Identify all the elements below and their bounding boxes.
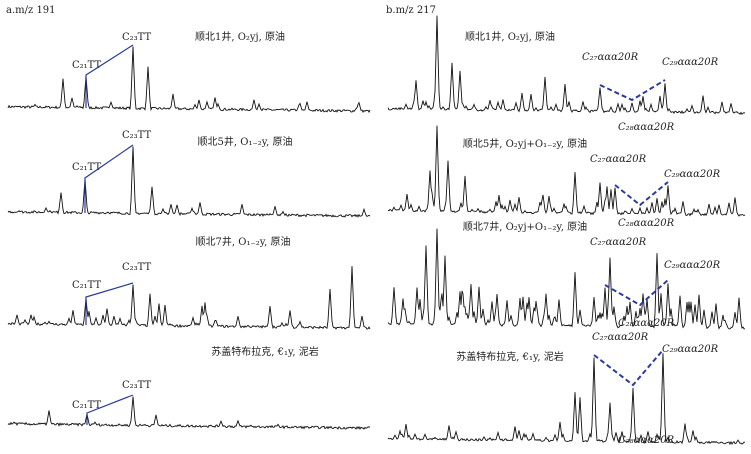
peak-label: C₂₇ααα20R (582, 52, 639, 63)
peak-label: C₂₉ααα20R (664, 169, 721, 180)
chromatogram (387, 353, 746, 446)
connector (86, 394, 134, 425)
chromatogram (387, 125, 746, 217)
connector (85, 44, 134, 108)
connector (593, 349, 664, 387)
panel-label: a.m/z 191 (6, 5, 56, 16)
connector (599, 79, 666, 102)
trace-title: 顺北7井, O₂yj+O₁₋₂y, 原油 (463, 220, 587, 233)
peak-label: C₂₈ααα20R (618, 218, 675, 229)
trace-title: 顺北5井, O₂yj+O₁₋₂y, 原油 (463, 137, 587, 150)
connector (85, 282, 134, 325)
peak-label: C₂₁TT (72, 162, 102, 173)
peak-label: C₂₉ααα20R (664, 260, 721, 271)
trace-title: 顺北5井, O₁₋₂y, 原油 (198, 135, 293, 148)
trace-title: 顺北1井, O₂yj, 原油 (465, 30, 555, 43)
chromatogram (7, 146, 371, 218)
peak-label: C₂₃TT (122, 32, 152, 43)
peak-label: C₂₇ααα20R (590, 237, 647, 248)
connector (84, 144, 134, 213)
peak-label: C₂₃TT (122, 262, 152, 273)
peak-label: C₂₈ααα20R (618, 318, 675, 329)
peak-label: C₂₇ααα20R (590, 154, 647, 165)
trace-title: 顺北7井, O₁₋₂y, 原油 (196, 235, 291, 248)
peak-label: C₂₉ααα20R (662, 57, 719, 68)
peak-label: C₂₈ααα20R (618, 435, 675, 446)
chromatogram (387, 15, 746, 115)
connector (604, 279, 669, 307)
peak-label: C₂₇ααα20R (592, 332, 649, 343)
peak-label: C₂₁TT (72, 280, 102, 291)
peak-label: C₂₃TT (122, 380, 152, 391)
trace-title: 苏盖特布拉克, €₁y, 泥岩 (456, 350, 563, 363)
peak-label: C₂₁TT (72, 60, 102, 71)
connector (614, 181, 669, 207)
peak-label: C₂₉ααα20R (662, 344, 719, 355)
chromatogram (387, 228, 745, 330)
peak-label: C₂₁TT (72, 400, 102, 411)
chromatogram (7, 396, 370, 430)
trace-title: 顺北1井, O₂yj, 原油 (195, 30, 285, 43)
panel-label: b.m/z 217 (386, 5, 436, 16)
peak-label: C₂₈ααα20R (618, 122, 675, 133)
peak-label: C₂₃TT (122, 130, 152, 141)
trace-title: 苏盖特布拉克, €₁y, 泥岩 (211, 345, 318, 358)
chromatogram (7, 266, 371, 330)
chromatogram (7, 46, 371, 114)
